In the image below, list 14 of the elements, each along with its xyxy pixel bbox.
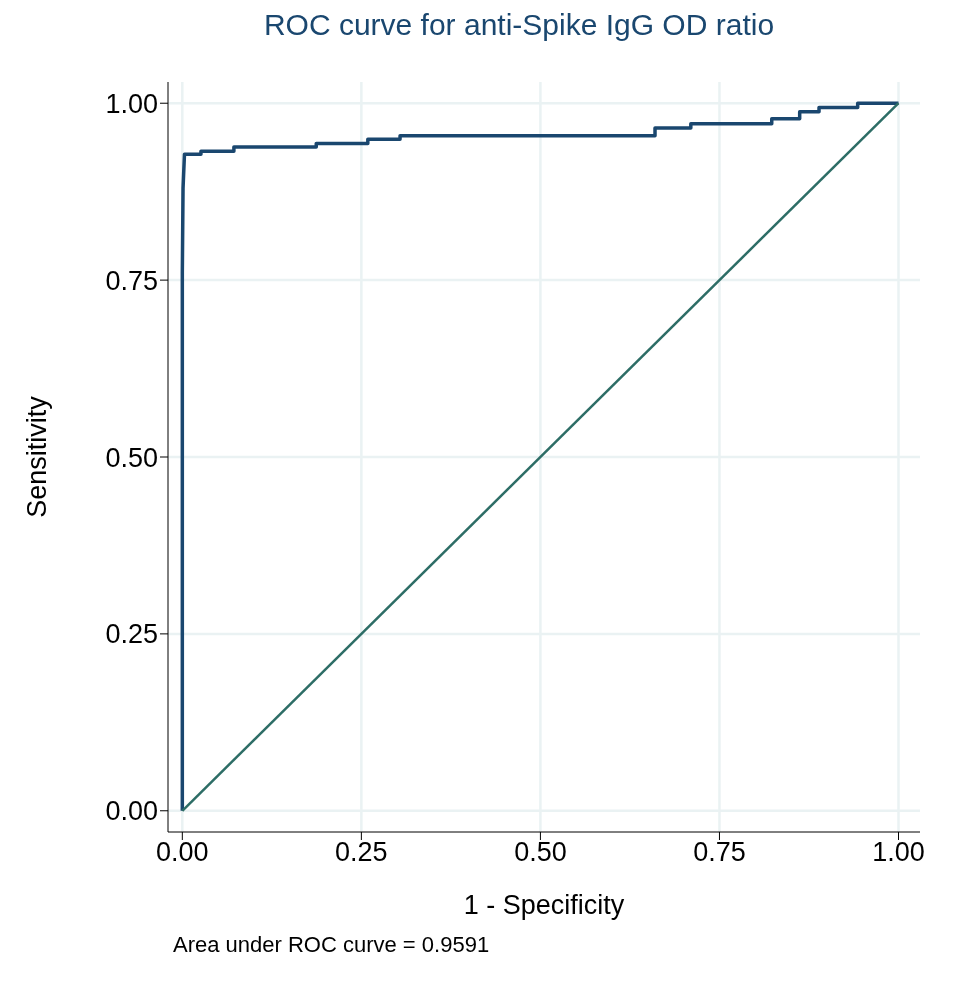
x-tick-label: 0.50 — [514, 837, 567, 868]
y-tick-label: 0.00 — [105, 796, 158, 827]
y-tick-label: 0.25 — [105, 619, 158, 650]
y-axis-title: Sensitivity — [21, 395, 52, 518]
y-tick-label: 0.75 — [105, 265, 158, 296]
x-axis-title: 1 - Specificity — [463, 890, 625, 920]
x-tick-label: 0.00 — [156, 837, 209, 868]
x-tick-label: 0.25 — [335, 837, 388, 868]
text: Area under ROC curve = 0.9591 — [173, 932, 491, 958]
y-tick-label: 1.00 — [105, 88, 158, 119]
x-tick-label: 0.75 — [693, 837, 746, 868]
chart-title: ROC curve for anti-Spike IgG OD ratio — [262, 8, 776, 43]
y-tick-label: 0.50 — [105, 442, 158, 473]
x-tick-label: 1.00 — [872, 837, 925, 868]
